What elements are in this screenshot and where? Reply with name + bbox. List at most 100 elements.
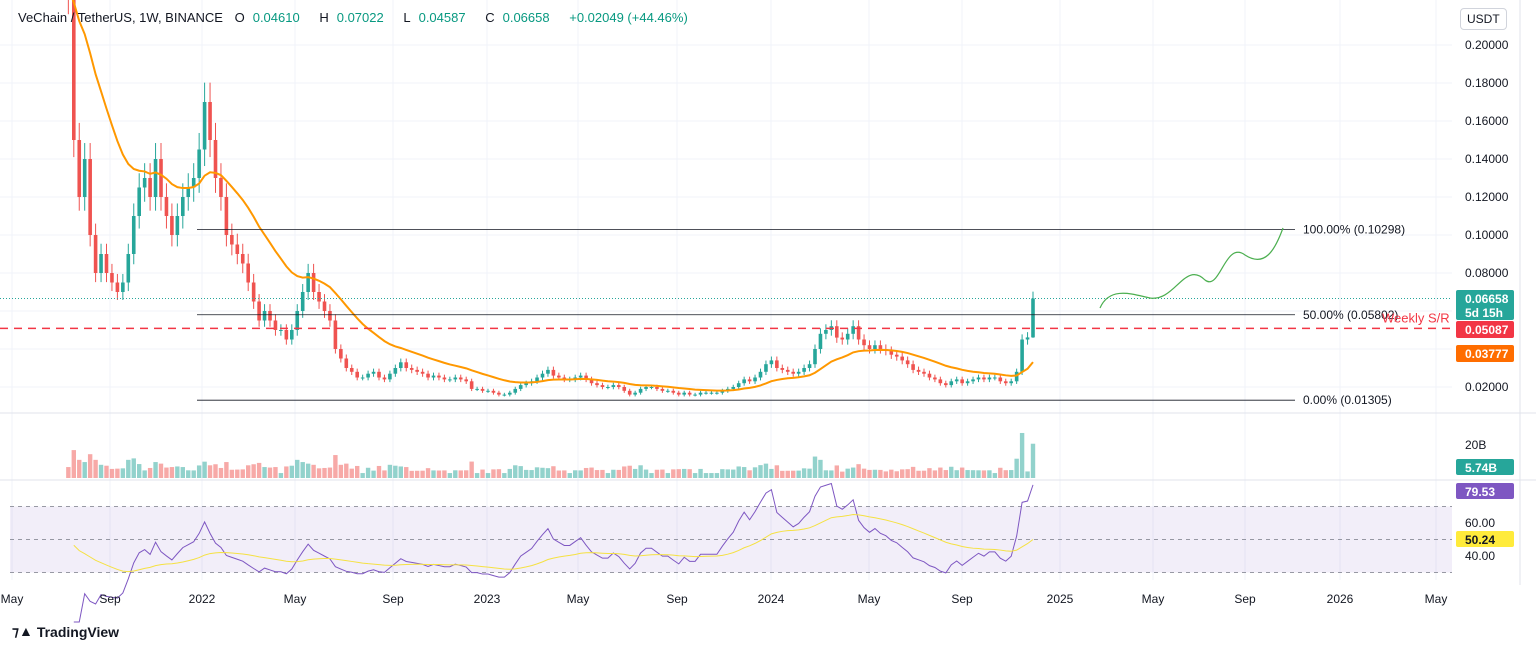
currency-button[interactable]: USDT [1460, 8, 1507, 30]
volume-bar [295, 459, 300, 478]
volume-bar [551, 466, 556, 478]
candle-body [753, 377, 757, 382]
candle-body [235, 244, 240, 254]
candle-body [197, 149, 201, 178]
volume-bar [632, 468, 638, 478]
volume-bar [938, 467, 943, 478]
candle-body [627, 390, 632, 395]
volume-bar [845, 468, 850, 478]
candle-body [88, 159, 92, 235]
candle-body [393, 368, 398, 374]
volume-bar [916, 470, 921, 478]
volume-bar [791, 470, 796, 478]
time-axis-label: 2022 [189, 592, 216, 606]
candle-body [742, 379, 746, 384]
candle-body [1009, 381, 1013, 384]
volume-bar [545, 468, 551, 478]
volume-bar [1030, 443, 1036, 478]
volume-bar [747, 470, 752, 478]
volume-bar [861, 468, 867, 478]
volume-bar [927, 468, 932, 478]
candle-body [142, 178, 147, 188]
volume-bar [758, 465, 763, 478]
volume-bar [714, 473, 720, 478]
volume-bar [1019, 432, 1025, 478]
open-value: 0.04610 [252, 10, 300, 25]
volume-bar [66, 467, 71, 478]
volume-bar [889, 469, 894, 478]
volume-bar [698, 468, 703, 478]
volume-bar [126, 459, 131, 478]
volume-bar [523, 469, 529, 478]
volume-bar [458, 470, 463, 478]
volume-bar [654, 469, 660, 478]
candle-body [306, 273, 310, 292]
close-value: 0.06658 [502, 10, 550, 25]
low-label: L [403, 10, 411, 25]
candle-body [682, 392, 686, 395]
volume-bar [196, 465, 202, 478]
volume-bar [453, 470, 458, 478]
volume-bar [82, 462, 87, 478]
candle-body [540, 373, 545, 378]
volume-bar [921, 470, 927, 478]
price-axis-label: 0.12000 [1465, 190, 1509, 204]
volume-bar [393, 465, 398, 478]
volume-bar [1025, 471, 1030, 478]
candle-body [164, 197, 169, 216]
candle-body [469, 381, 474, 389]
volume-bar [562, 470, 567, 478]
volume-bar [322, 467, 327, 478]
volume-bar [224, 462, 229, 478]
candle-body [475, 388, 479, 390]
symbol-legend: VeChain / TetherUS, 1W, BINANCE O 0.04610… [18, 10, 696, 25]
candle-body [137, 187, 141, 216]
time-axis-label: May [1425, 592, 1448, 606]
volume-bar [246, 465, 251, 478]
candle-body [104, 254, 109, 273]
price-axis-label: 0.10000 [1465, 228, 1509, 242]
volume-bar [643, 469, 649, 478]
time-axis-label: 2025 [1047, 592, 1074, 606]
volume-bar [943, 470, 948, 478]
volume-bar [382, 470, 387, 478]
volume-bar [186, 470, 191, 478]
candle-body [638, 388, 643, 393]
volume-bar [115, 468, 120, 478]
candle-body [584, 375, 588, 380]
candle-body [1025, 337, 1030, 340]
price-axis-label: 0.14000 [1465, 152, 1509, 166]
volume-bar [763, 463, 769, 478]
rsi-axis-label: 40.00 [1465, 549, 1495, 563]
candle-body [404, 362, 409, 368]
candle-body [933, 377, 937, 380]
candle-body [360, 377, 365, 379]
high-label: H [319, 10, 329, 25]
candle-body [535, 377, 539, 382]
volume-bar [158, 463, 164, 478]
candle-body [617, 385, 621, 387]
fib-label: 0.00% (0.01305) [1303, 393, 1392, 407]
volume-bar [431, 470, 436, 478]
volume-tag [1456, 459, 1514, 475]
candle-body [355, 371, 359, 378]
volume-bar [387, 464, 393, 478]
volume-bar [556, 470, 562, 478]
tradingview-logo[interactable]: ⁊▲ TradingView [12, 623, 119, 640]
volume-bar [349, 468, 354, 478]
candle-body [349, 368, 354, 372]
volume-bar [954, 470, 959, 478]
volume-bar [970, 470, 976, 478]
volume-bar [491, 469, 496, 478]
volume-bar [949, 466, 954, 478]
volume-bar [594, 470, 600, 478]
volume-bar [355, 465, 360, 478]
volume-bar [284, 466, 289, 478]
volume-bar [703, 473, 709, 478]
candle-body [960, 379, 964, 384]
volume-bar [153, 462, 158, 478]
volume-bar [469, 461, 474, 478]
volume-bar [77, 459, 82, 478]
rsi-axis-label: 60.00 [1465, 516, 1495, 530]
